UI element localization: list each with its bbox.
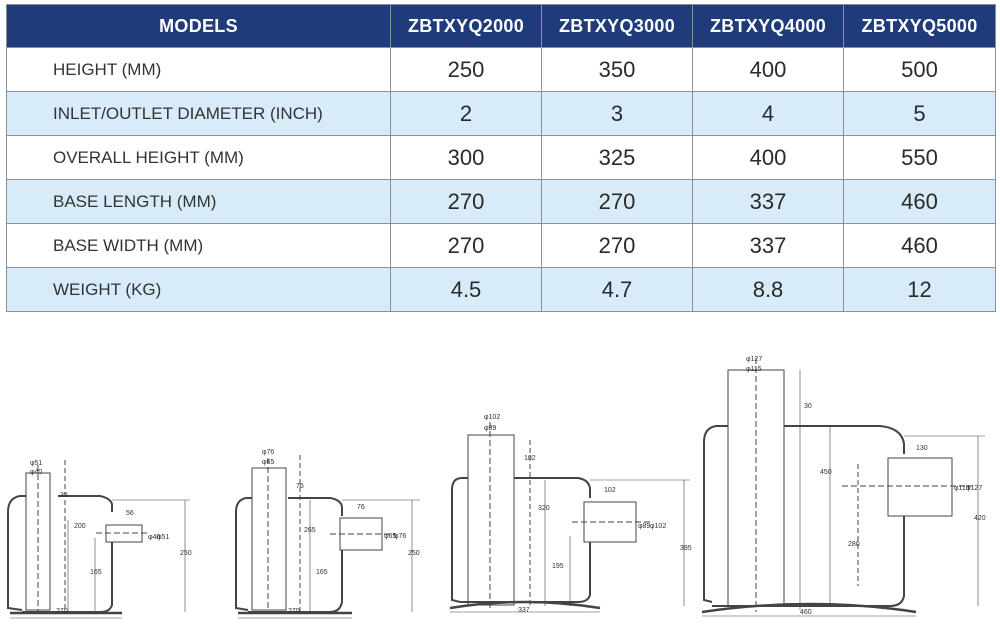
drawing-1-base-dim: 270 [56, 608, 68, 615]
drawing-3-side-dim-2: φ89 [638, 523, 650, 530]
drawing-2-top-dim-1: φ76 [262, 449, 274, 456]
drawing-2-top-dim-2: φ65 [262, 459, 274, 466]
table-cell: 270 [390, 179, 542, 224]
drawing-3-top-dim-1: φ102 [484, 414, 500, 421]
drawing-2-vert-dim-3: 165 [316, 569, 328, 576]
table-cell: 337 [692, 223, 844, 268]
table-header-row: MODELS ZBTXYQ2000 ZBTXYQ3000 ZBTXYQ4000 … [6, 4, 996, 48]
drawing-4-vert-dim-3: 280 [848, 541, 860, 548]
row-label: HEIGHT (MM) [6, 47, 391, 92]
drawing-2-side-dim-3: φ76 [394, 533, 406, 540]
table-cell: 350 [541, 47, 693, 92]
drawing-3-vert-dim-3: 195 [552, 563, 564, 570]
drawing-1-side-dim-2: φ40 [148, 534, 160, 541]
drawing-zbtxyq5000: φ127 φ115 130 φ115 φ127 30 450 280 420 4… [701, 356, 986, 617]
drawing-1-vert-dim-3: 165 [90, 569, 102, 576]
header-model-5000: ZBTXYQ5000 [843, 4, 996, 48]
table-row: INLET/OUTLET DIAMETER (INCH) 2 3 4 5 [6, 91, 996, 136]
drawing-1-vert-dim-4: 250 [180, 550, 192, 557]
table-row: BASE WIDTH (MM) 270 270 337 460 [6, 223, 996, 268]
header-model-2000: ZBTXYQ2000 [390, 4, 542, 48]
drawing-4-outlet [887, 457, 953, 517]
drawing-4-base-dim: 460 [800, 609, 812, 616]
drawing-3-vert-dim-2: 320 [538, 505, 550, 512]
table-cell: 270 [541, 223, 693, 268]
drawing-4-vert-dim-1: 30 [804, 403, 812, 410]
drawings-svg: φ51 φ40 56 φ40 φ51 35 200 165 250 270 φ7… [7, 356, 986, 619]
drawing-3-top-dim-2: φ89 [484, 425, 496, 432]
table-cell: 5 [843, 91, 996, 136]
drawing-4-side-dim-1: 130 [916, 445, 928, 452]
spec-table: MODELS ZBTXYQ2000 ZBTXYQ3000 ZBTXYQ4000 … [6, 4, 996, 312]
table-cell: 270 [541, 179, 693, 224]
drawing-1-vert-dim-2: 200 [74, 523, 86, 530]
table-row: WEIGHT (KG) 4.5 4.7 8.8 12 [6, 267, 996, 312]
header-model-3000: ZBTXYQ3000 [541, 4, 693, 48]
table-cell: 325 [541, 135, 693, 180]
table-cell: 4.5 [390, 267, 542, 312]
table-cell: 250 [390, 47, 542, 92]
table-cell: 460 [843, 179, 996, 224]
drawing-4-vert-dim-4: 420 [974, 515, 986, 522]
drawing-4-top-dim-1: φ127 [746, 356, 762, 363]
table-row: HEIGHT (MM) 250 350 400 500 [6, 47, 996, 92]
drawing-zbtxyq4000: φ102 φ89 102 φ89 φ102 102 320 195 395 33… [449, 414, 692, 614]
header-models: MODELS [6, 4, 391, 48]
row-label: BASE LENGTH (MM) [6, 179, 391, 224]
drawing-3-inlet [467, 434, 515, 606]
table-cell: 270 [390, 223, 542, 268]
drawing-3-side-dim-3: φ102 [650, 523, 666, 530]
drawing-4-side-dim-2: φ115 [954, 485, 970, 492]
drawing-1-side-dim-1: 56 [126, 510, 134, 517]
drawing-3-side-dim-1: 102 [604, 487, 616, 494]
drawing-zbtxyq3000: φ76 φ65 76 φ65 φ76 76 265 165 250 270 [235, 449, 420, 619]
header-model-4000: ZBTXYQ4000 [692, 4, 844, 48]
table-cell: 4.7 [541, 267, 693, 312]
table-row: OVERALL HEIGHT (MM) 300 325 400 550 [6, 135, 996, 180]
drawing-4-side-dim-3: φ127 [966, 485, 982, 492]
table-cell: 4 [692, 91, 844, 136]
drawing-2-side-dim-2: φ65 [384, 533, 396, 540]
table-cell: 400 [692, 47, 844, 92]
drawing-3-base-dim: 337 [518, 607, 530, 614]
drawing-3-vert-dim-1: 102 [524, 455, 536, 462]
row-label: OVERALL HEIGHT (MM) [6, 135, 391, 180]
drawing-2-base-dim: 270 [288, 608, 300, 615]
table-row: BASE LENGTH (MM) 270 270 337 460 [6, 179, 996, 224]
drawing-2-inlet [251, 467, 287, 611]
table-cell: 337 [692, 179, 844, 224]
drawing-2-vert-dim-2: 265 [304, 527, 316, 534]
drawing-2-side-dim-1: 76 [357, 504, 365, 511]
row-label: INLET/OUTLET DIAMETER (INCH) [6, 91, 391, 136]
drawing-zbtxyq2000: φ51 φ40 56 φ40 φ51 35 200 165 250 270 [7, 460, 192, 619]
drawing-1-top-dim-2: φ40 [30, 469, 42, 476]
technical-drawings: φ51 φ40 56 φ40 φ51 35 200 165 250 270 φ7… [0, 340, 1000, 626]
table-cell: 500 [843, 47, 996, 92]
drawing-1-vert-dim-1: 35 [60, 492, 68, 499]
table-cell: 12 [843, 267, 996, 312]
table-cell: 3 [541, 91, 693, 136]
table-cell: 460 [843, 223, 996, 268]
drawing-3-vert-dim-4: 395 [680, 545, 692, 552]
drawing-1-side-dim-3: φ51 [157, 534, 169, 541]
table-cell: 2 [390, 91, 542, 136]
drawing-1-top-dim-1: φ51 [30, 460, 42, 467]
table-cell: 300 [390, 135, 542, 180]
drawing-2-vert-dim-1: 76 [296, 483, 304, 490]
drawing-4-top-dim-2: φ115 [746, 366, 762, 373]
row-label: WEIGHT (KG) [6, 267, 391, 312]
drawing-2-vert-dim-4: 250 [408, 550, 420, 557]
table-cell: 550 [843, 135, 996, 180]
table-cell: 8.8 [692, 267, 844, 312]
drawing-4-vert-dim-2: 450 [820, 469, 832, 476]
table-cell: 400 [692, 135, 844, 180]
row-label: BASE WIDTH (MM) [6, 223, 391, 268]
